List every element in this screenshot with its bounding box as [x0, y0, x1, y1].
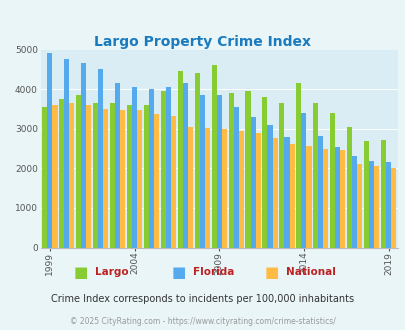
Bar: [177, 71, 182, 248]
Text: Largo Property Crime Index: Largo Property Crime Index: [94, 35, 311, 49]
Bar: [127, 105, 132, 248]
Bar: [86, 105, 91, 248]
Bar: [98, 69, 103, 248]
Bar: [166, 87, 171, 248]
Bar: [221, 129, 226, 248]
Bar: [363, 141, 368, 248]
Text: © 2025 CityRating.com - https://www.cityrating.com/crime-statistics/: © 2025 CityRating.com - https://www.city…: [70, 317, 335, 326]
Bar: [289, 144, 294, 248]
Bar: [76, 95, 81, 248]
Bar: [250, 117, 255, 248]
Bar: [81, 63, 86, 248]
Bar: [59, 99, 64, 248]
Bar: [132, 87, 137, 248]
Bar: [205, 128, 209, 248]
Bar: [262, 97, 267, 248]
Bar: [245, 91, 250, 248]
Bar: [356, 164, 361, 248]
Bar: [160, 91, 166, 248]
Bar: [216, 95, 221, 248]
Text: Crime Index corresponds to incidents per 100,000 inhabitants: Crime Index corresponds to incidents per…: [51, 294, 354, 304]
Bar: [306, 146, 311, 248]
Bar: [368, 161, 373, 248]
Bar: [380, 140, 385, 248]
Bar: [199, 95, 205, 248]
Bar: [346, 127, 351, 248]
Bar: [335, 147, 339, 248]
Text: Largo: Largo: [95, 267, 129, 277]
Bar: [149, 89, 153, 248]
Bar: [143, 105, 149, 248]
Bar: [329, 113, 335, 248]
Bar: [318, 136, 322, 248]
Bar: [120, 110, 125, 248]
Text: ■: ■: [74, 265, 88, 280]
Bar: [272, 138, 277, 248]
Bar: [110, 103, 115, 248]
Bar: [312, 103, 318, 248]
Bar: [238, 131, 243, 248]
Bar: [47, 53, 52, 248]
Bar: [228, 93, 233, 248]
Bar: [211, 65, 216, 248]
Bar: [137, 110, 142, 248]
Bar: [182, 83, 188, 248]
Bar: [233, 107, 238, 248]
Bar: [42, 107, 47, 248]
Text: ■: ■: [171, 265, 185, 280]
Bar: [188, 127, 192, 248]
Bar: [390, 168, 395, 248]
Bar: [103, 109, 108, 248]
Bar: [115, 83, 120, 248]
Bar: [279, 103, 284, 248]
Text: National: National: [286, 267, 335, 277]
Bar: [339, 150, 345, 248]
Bar: [64, 59, 69, 248]
Bar: [69, 103, 74, 248]
Bar: [93, 103, 98, 248]
Bar: [284, 137, 289, 248]
Bar: [385, 162, 390, 248]
Bar: [301, 113, 306, 248]
Bar: [373, 166, 378, 248]
Text: ■: ■: [264, 265, 279, 280]
Bar: [194, 73, 199, 248]
Bar: [52, 105, 58, 248]
Bar: [296, 83, 301, 248]
Bar: [171, 116, 176, 248]
Bar: [351, 156, 356, 248]
Text: Florida: Florida: [192, 267, 234, 277]
Bar: [153, 114, 159, 248]
Bar: [322, 149, 328, 248]
Bar: [267, 125, 272, 248]
Bar: [255, 133, 260, 248]
